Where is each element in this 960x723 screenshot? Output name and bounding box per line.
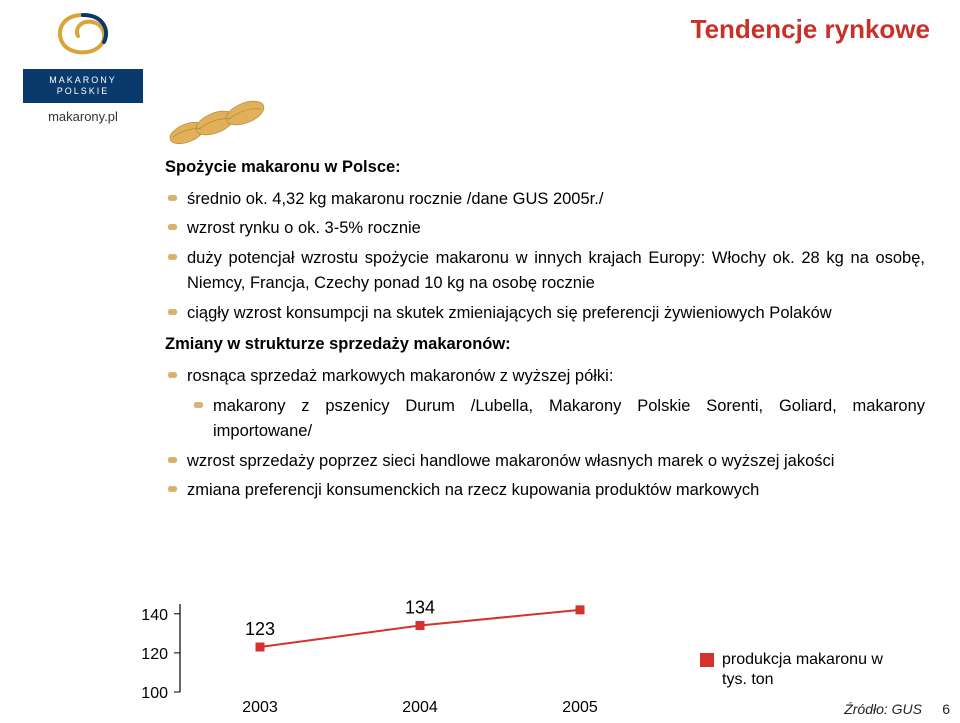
bullet-brandshift: zmiana preferencji konsumenckich na rzec… bbox=[165, 478, 925, 504]
bullet-durum: makarony z pszenicy Durum /Lubella, Maka… bbox=[165, 394, 925, 445]
bullet-preferences: ciągły wzrost konsumpcji na skutek zmien… bbox=[165, 301, 925, 327]
logo-swirl-icon bbox=[48, 10, 118, 60]
legend-swatch bbox=[700, 653, 714, 667]
logo-line1: MAKARONY bbox=[23, 75, 143, 86]
production-chart: 100 120 140 2003 2004 2005 123 134 142 bbox=[120, 600, 680, 715]
logo-domain: makarony.pl bbox=[18, 109, 148, 124]
svg-text:2005: 2005 bbox=[562, 699, 598, 715]
subheading-consumption: Spożycie makaronu w Polsce: bbox=[165, 155, 925, 181]
svg-text:142: 142 bbox=[565, 600, 595, 602]
source-label: Źródło: GUS bbox=[844, 701, 922, 717]
svg-text:123: 123 bbox=[245, 619, 275, 639]
svg-text:2004: 2004 bbox=[402, 699, 438, 715]
legend-label: produkcja makaronu w tys. ton bbox=[722, 650, 902, 690]
page-title: Tendencje rynkowe bbox=[691, 14, 930, 45]
bullet-avg: średnio ok. 4,32 kg makaronu rocznie /da… bbox=[165, 187, 925, 213]
svg-text:2003: 2003 bbox=[242, 699, 278, 715]
svg-text:120: 120 bbox=[141, 646, 168, 663]
bullet-potential: duży potencjał wzrostu spożycie makaronu… bbox=[165, 246, 925, 297]
content-body: Spożycie makaronu w Polsce: średnio ok. … bbox=[165, 155, 925, 508]
svg-text:140: 140 bbox=[141, 607, 168, 624]
bullet-premium: rosnąca sprzedaż markowych makaronów z w… bbox=[165, 364, 925, 390]
svg-text:134: 134 bbox=[405, 600, 435, 618]
logo-text-bar: MAKARONY POLSKIE bbox=[23, 69, 143, 103]
page-number: 6 bbox=[942, 701, 950, 717]
bullet-growth: wzrost rynku o ok. 3-5% rocznie bbox=[165, 216, 925, 242]
chart-legend: produkcja makaronu w tys. ton bbox=[700, 650, 902, 690]
bullet-privatelabel: wzrost sprzedaży poprzez sieci handlowe … bbox=[165, 449, 925, 475]
svg-text:100: 100 bbox=[141, 685, 168, 702]
brand-logo: MAKARONY POLSKIE makarony.pl bbox=[18, 0, 148, 160]
logo-line2: POLSKIE bbox=[23, 86, 143, 97]
subheading-structure: Zmiany w strukturze sprzedaży makaronów: bbox=[165, 332, 925, 358]
pasta-icon bbox=[165, 95, 275, 150]
